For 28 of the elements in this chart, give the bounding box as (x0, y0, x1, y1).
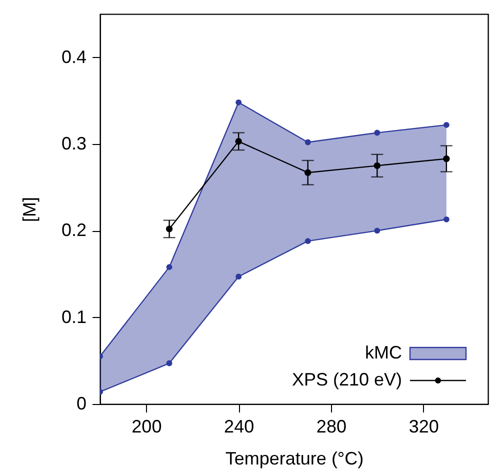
point (236, 99, 242, 106)
y-tick-label: 0.1 (61, 306, 86, 327)
point (304, 238, 311, 244)
point (166, 226, 173, 232)
point (236, 274, 242, 280)
y-tick-label: 0.2 (61, 220, 86, 240)
y-tick-label: 0.4 (61, 46, 86, 67)
y-tick-label: 0 (76, 394, 86, 414)
point (443, 122, 450, 128)
point (374, 162, 380, 170)
x-tick-label: 240 (224, 416, 254, 436)
x-tick-label: 200 (132, 416, 162, 436)
y-tick-label: 0.3 (61, 134, 86, 154)
point (304, 139, 311, 146)
point (166, 264, 172, 270)
legend-label: kMC (365, 342, 402, 362)
point (166, 360, 172, 366)
point (443, 216, 450, 222)
point (304, 169, 312, 176)
point (374, 130, 380, 136)
point (443, 155, 450, 162)
point (374, 228, 380, 234)
legend-label: XPS (210 eV) (292, 370, 402, 390)
y-axis-title: [M] (19, 197, 40, 222)
x-tick-label: 320 (408, 416, 439, 436)
point (235, 138, 242, 145)
x-axis-title: Temperature (°C) (225, 448, 364, 468)
x-tick-label: 280 (316, 416, 346, 436)
